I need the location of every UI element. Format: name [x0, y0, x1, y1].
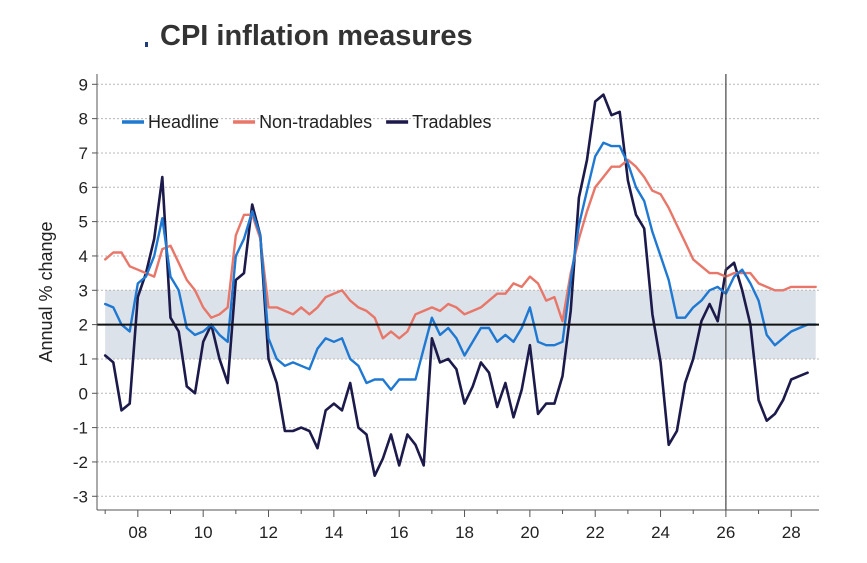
title-accent-mark: [145, 42, 148, 47]
y-tick-label: 5: [79, 213, 88, 232]
x-tick-label: 12: [259, 523, 278, 542]
y-tick-label: -2: [73, 453, 88, 472]
x-tick-label: 16: [390, 523, 409, 542]
chart-title: CPI inflation measures: [160, 20, 473, 52]
y-tick-label: 6: [79, 178, 88, 197]
legend-label: Tradables: [412, 112, 491, 132]
x-tick-label: 20: [520, 523, 539, 542]
y-tick-label: 9: [79, 75, 88, 94]
y-tick-label: 3: [79, 281, 88, 300]
legend-label: Non-tradables: [259, 112, 372, 132]
y-tick-label: 4: [79, 247, 88, 266]
x-tick-label: 08: [128, 523, 147, 542]
y-tick-label: 1: [79, 350, 88, 369]
series-line-headline: [104, 141, 817, 391]
y-tick-label: 8: [79, 110, 88, 129]
x-tick-label: 28: [782, 523, 801, 542]
y-tick-label: 0: [79, 384, 88, 403]
legend-label: Headline: [148, 112, 219, 132]
x-tick-label: 22: [586, 523, 605, 542]
y-tick-label: 2: [79, 316, 88, 335]
x-tick-label: 24: [651, 523, 670, 542]
x-tick-label: 10: [194, 523, 213, 542]
y-tick-label: -1: [73, 419, 88, 438]
y-tick-label: -3: [73, 487, 88, 506]
y-axis-label: Annual % change: [36, 221, 56, 362]
series-line-tradables: [103, 93, 809, 477]
x-tick-label: 18: [455, 523, 474, 542]
series-line-non-tradables: [104, 158, 817, 340]
x-tick-label: 26: [716, 523, 735, 542]
y-tick-label: 7: [79, 144, 88, 163]
x-tick-label: 14: [324, 523, 343, 542]
